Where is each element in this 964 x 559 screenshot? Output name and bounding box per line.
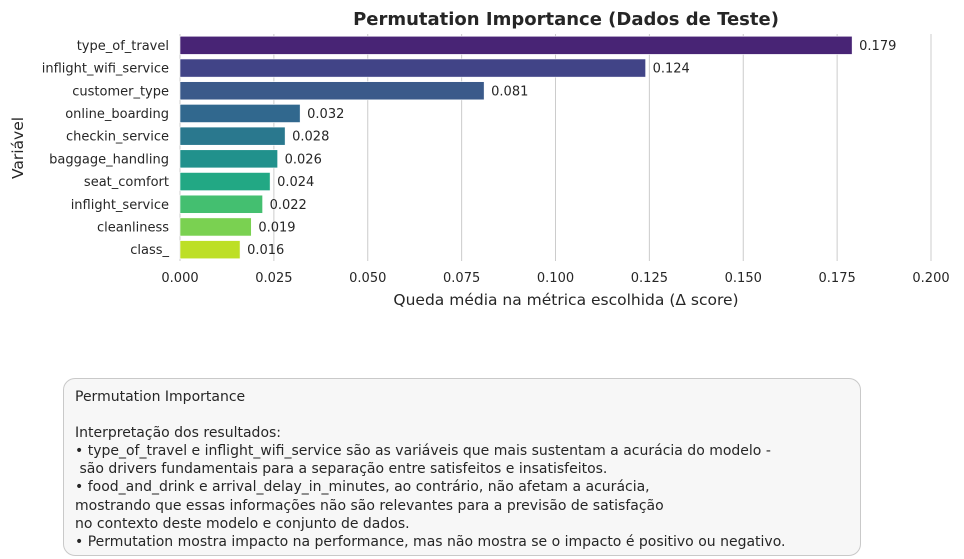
note-line: mostrando que essas informações não são …: [75, 497, 664, 514]
y-tick-label: class_: [130, 243, 169, 258]
bar-value-label: 0.019: [258, 220, 295, 235]
y-tick-labels: type_of_travel inflight_wifi_servicecusto…: [42, 39, 170, 258]
note-line: • food_and_drink e arrival_delay_in_minu…: [75, 479, 650, 496]
bar-inflight_service: [179, 194, 263, 214]
bar-inflight_wifi_service: [179, 58, 646, 78]
bar-baggage_handling: [179, 149, 278, 169]
chart-title: Permutation Importance (Dados de Teste): [353, 9, 779, 30]
bar-seat_comfort: [179, 172, 271, 191]
bar-value-label: 0.016: [247, 243, 284, 258]
note-line: • Permutation mostra impacto na performa…: [75, 534, 786, 551]
y-tick-label: inflight_service: [71, 198, 169, 213]
x-tick-label: 0.000: [161, 271, 198, 286]
bar-value-label: 0.022: [270, 198, 307, 213]
x-tick-label: 0.025: [255, 271, 292, 286]
x-tick-label: 0.050: [349, 271, 386, 286]
x-tick-label: 0.150: [725, 271, 762, 286]
x-tick-label: 0.075: [443, 271, 480, 286]
note-subtitle: Interpretação dos resultados:: [75, 425, 282, 441]
bar-value-label: 0.179: [859, 39, 896, 54]
y-tick-label: cleanliness: [97, 220, 169, 235]
y-axis-label: Variável: [9, 117, 27, 179]
bar-customer_type: [179, 81, 485, 101]
y-tick-label: customer_type: [72, 84, 169, 99]
bar-value-label: 0.026: [285, 152, 322, 167]
y-tick-label: online_boarding: [65, 107, 169, 122]
y-tick-label: seat_comfort: [84, 175, 169, 190]
permutation-importance-chart: type_of_travel inflight_wifi_servicecusto…: [9, 9, 950, 309]
x-tick-labels: 0.000 0.025 0.050 0.075 0.100 0.125 0.150 0.175…: [161, 271, 949, 286]
x-axis-label: Queda média na métrica escolhida (Δ scor…: [393, 291, 738, 309]
bar-class_: [179, 240, 241, 260]
y-tick-label: inflight_wifi_service: [42, 62, 169, 77]
bars: [179, 35, 853, 260]
note-title: Permutation Importance: [75, 389, 246, 405]
y-tick-label: type_of_travel: [77, 39, 169, 54]
note-line: são drivers fundamentais para a separaçã…: [75, 461, 608, 478]
x-tick-label: 0.100: [537, 271, 574, 286]
bar-value-label: 0.124: [653, 62, 690, 77]
bar-type_of_travel: [179, 35, 853, 55]
y-tick-label: baggage_handling: [49, 152, 169, 167]
bar-online_boarding: [179, 104, 301, 123]
x-tick-label: 0.175: [819, 271, 856, 286]
x-tick-label: 0.200: [912, 271, 949, 286]
bar-value-labels: 0.179 0.124 0.081 0.032 0.028 0.026 0.024 0.022…: [247, 39, 896, 258]
y-tick-label: checkin_service: [66, 130, 169, 145]
x-tick-label: 0.125: [631, 271, 668, 286]
note-line: no contexto deste modelo e conjunto de d…: [75, 515, 410, 532]
bar-value-label: 0.024: [277, 175, 314, 190]
note-line: • type_of_travel e inflight_wifi_service…: [75, 443, 771, 459]
bar-value-label: 0.028: [292, 130, 329, 145]
interpretation-note: Permutation Importance Interpretação dos…: [63, 378, 861, 556]
bar-cleanliness: [179, 217, 252, 237]
bar-value-label: 0.081: [491, 84, 528, 99]
bar-checkin_service: [179, 126, 286, 146]
bar-value-label: 0.032: [307, 107, 344, 122]
